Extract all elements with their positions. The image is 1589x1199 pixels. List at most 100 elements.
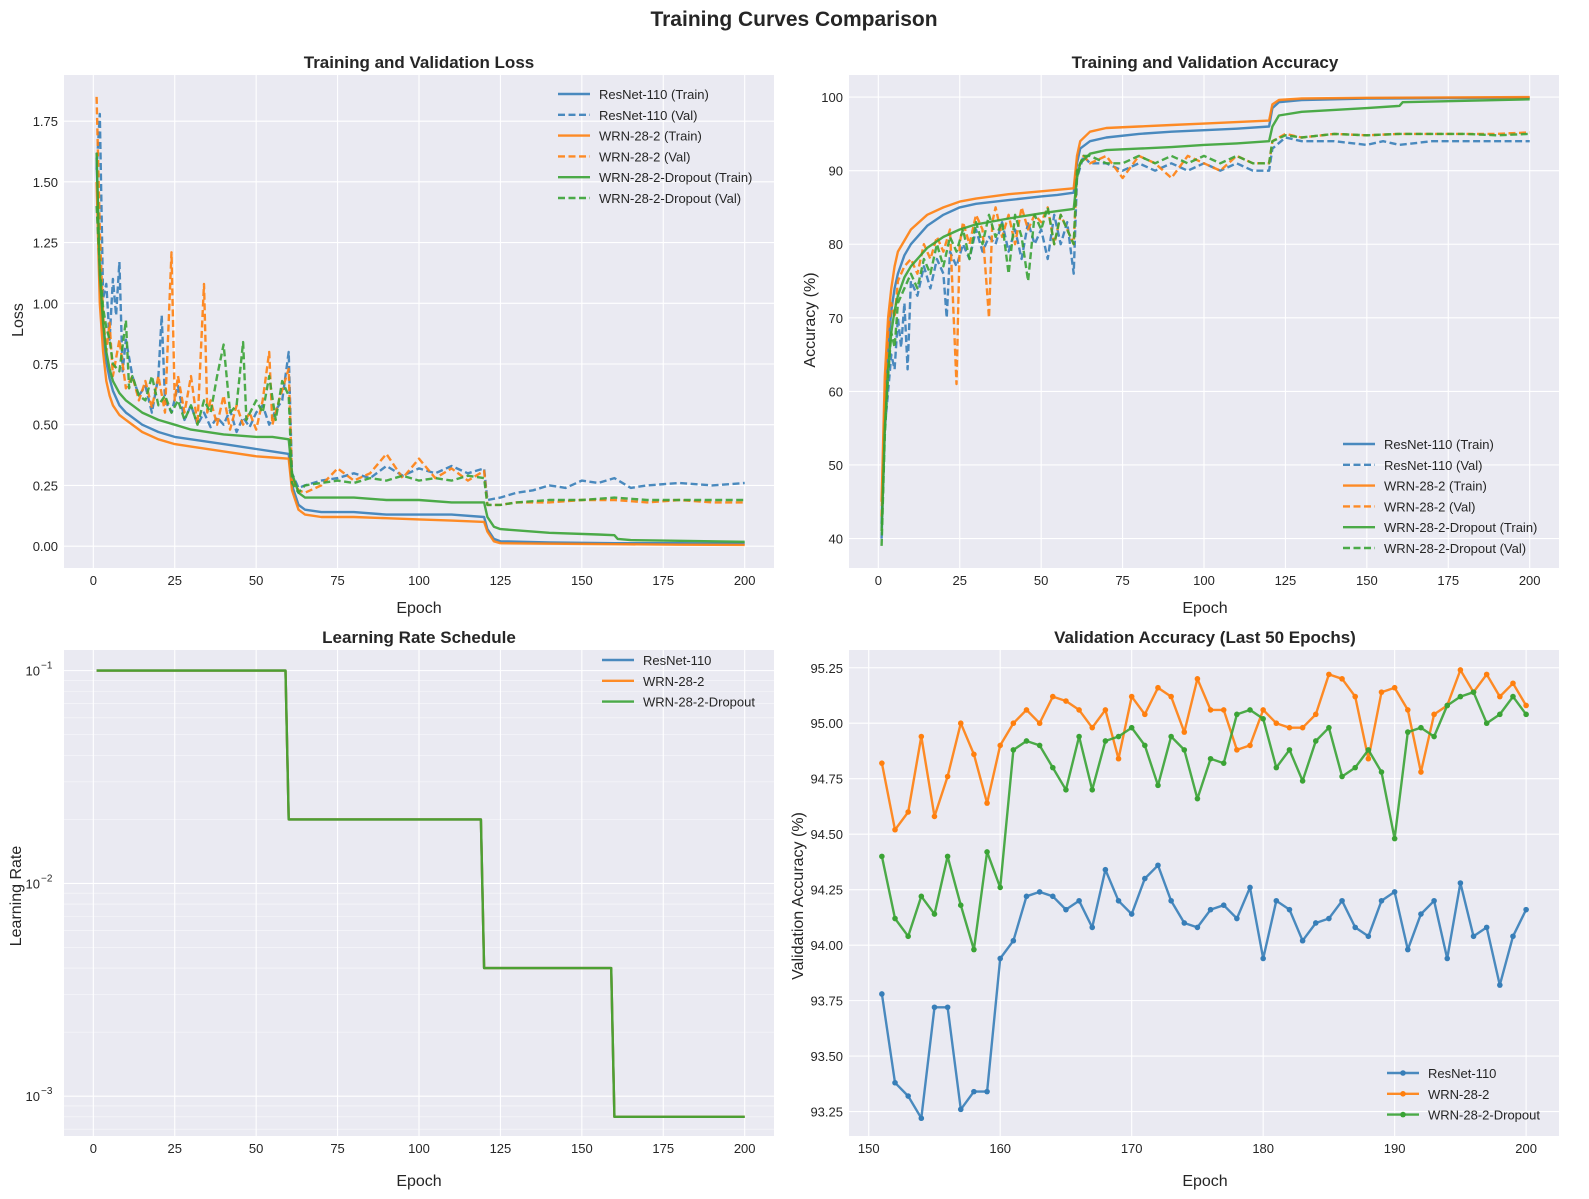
data-point (1168, 693, 1174, 700)
data-point (1378, 897, 1385, 904)
data-point (1063, 787, 1069, 793)
x-tick-label: 100 (1193, 573, 1215, 588)
legend: ResNet-110 (Train) ResNet-110 (Val) WRN-28… (1343, 437, 1537, 556)
data-point (1444, 955, 1451, 962)
data-point (1207, 707, 1214, 713)
data-point (905, 809, 911, 815)
y-tick-exponent: −1 (41, 661, 53, 672)
legend: ResNet-110 (Train) ResNet-110 (Val) WRN-28… (558, 87, 752, 206)
data-point (1115, 755, 1122, 762)
data-point (997, 884, 1004, 891)
data-point (957, 902, 964, 909)
data-point (1247, 707, 1253, 713)
series-line (880, 98, 1530, 532)
data-point (1378, 769, 1385, 775)
data-point (879, 853, 885, 860)
y-tick-label: 60 (829, 384, 843, 399)
legend-label: WRN-28-2-Dropout (1428, 1108, 1540, 1123)
data-point (1194, 924, 1201, 931)
data-point (1089, 724, 1096, 731)
legend-label: WRN-28-2 (Train) (1384, 479, 1487, 494)
data-point (1497, 711, 1503, 718)
legend: ResNet-110 WRN-28-2 WRN-28-2-Dropout (602, 653, 755, 710)
series-line (95, 112, 745, 502)
x-tick-label: 180 (1252, 1141, 1274, 1156)
series-layer (880, 95, 1530, 546)
y-tick-label: 1.00 (33, 296, 58, 311)
series-line (880, 132, 1530, 546)
legend-label: ResNet-110 (Train) (1384, 437, 1494, 452)
legend-marker (1400, 1111, 1406, 1118)
data-point (1234, 711, 1240, 718)
legend-label: ResNet-110 (Train) (599, 87, 709, 102)
data-point (1286, 724, 1293, 731)
data-point (1023, 893, 1030, 900)
accuracy-panel-title: Training and Validation Accuracy (1072, 53, 1339, 72)
data-point (1010, 747, 1017, 753)
series-line (880, 96, 1530, 524)
data-point (1234, 747, 1240, 753)
legend-marker (1400, 1091, 1406, 1097)
last50-panel-ylabel: Validation Accuracy (%) (790, 812, 807, 980)
data-point (1076, 897, 1082, 904)
data-point (1234, 915, 1240, 922)
data-point (1010, 720, 1017, 727)
data-point (1352, 764, 1359, 771)
data-point (1404, 707, 1411, 713)
y-tick-label: 94.25 (810, 883, 843, 898)
data-point (918, 893, 925, 900)
data-point (892, 826, 898, 833)
series-line (880, 668, 1528, 831)
data-point (1483, 924, 1490, 931)
legend-label: ResNet-110 (Val) (1384, 458, 1483, 473)
x-tick-label: 125 (490, 1141, 512, 1156)
data-point (1523, 711, 1529, 718)
data-point (1049, 693, 1056, 700)
data-point (1510, 693, 1516, 700)
legend-label: WRN-28-2 (1428, 1087, 1489, 1102)
data-point (1036, 720, 1043, 727)
legend-marker (1400, 1070, 1406, 1076)
x-tick-label: 0 (90, 1141, 97, 1156)
x-tick-label: 50 (249, 573, 263, 588)
data-point (1523, 906, 1529, 913)
data-point (1102, 866, 1109, 873)
lr-panel-ylabel: Learning Rate (8, 846, 25, 947)
x-tick-label: 0 (90, 573, 97, 588)
data-point (1378, 689, 1385, 695)
x-tick-label: 125 (490, 573, 512, 588)
figure-title: Training Curves Comparison (650, 8, 937, 31)
y-tick-label: 10 (26, 664, 40, 679)
x-tick-label: 25 (167, 1141, 181, 1156)
loss-panel-xlabel: Epoch (396, 600, 441, 617)
data-point (971, 1088, 977, 1095)
data-point (918, 733, 925, 740)
data-point (1273, 764, 1280, 771)
data-point (1194, 795, 1201, 802)
data-point (1431, 711, 1437, 718)
y-tick-label: 1.75 (33, 114, 58, 129)
data-point (1142, 875, 1148, 882)
data-point (1102, 738, 1109, 744)
data-point (1365, 933, 1372, 940)
data-point (1312, 738, 1319, 744)
data-point (1312, 711, 1319, 718)
data-point (1352, 924, 1359, 931)
y-tick-label: 0.75 (33, 357, 58, 372)
series-layer (879, 667, 1529, 1122)
data-point (1128, 724, 1135, 731)
data-point (1418, 724, 1424, 731)
data-point (1273, 897, 1280, 904)
data-point (1404, 946, 1411, 953)
data-point (1247, 742, 1253, 749)
data-point (1260, 715, 1266, 722)
y-tick-label: 93.75 (810, 994, 843, 1009)
data-point (879, 991, 885, 997)
data-point (1326, 915, 1332, 922)
x-tick-label: 25 (952, 573, 966, 588)
x-tick-label: 175 (1437, 573, 1459, 588)
y-tick-label: 0.00 (33, 539, 58, 554)
data-point (1194, 676, 1201, 682)
data-point (1010, 937, 1017, 944)
